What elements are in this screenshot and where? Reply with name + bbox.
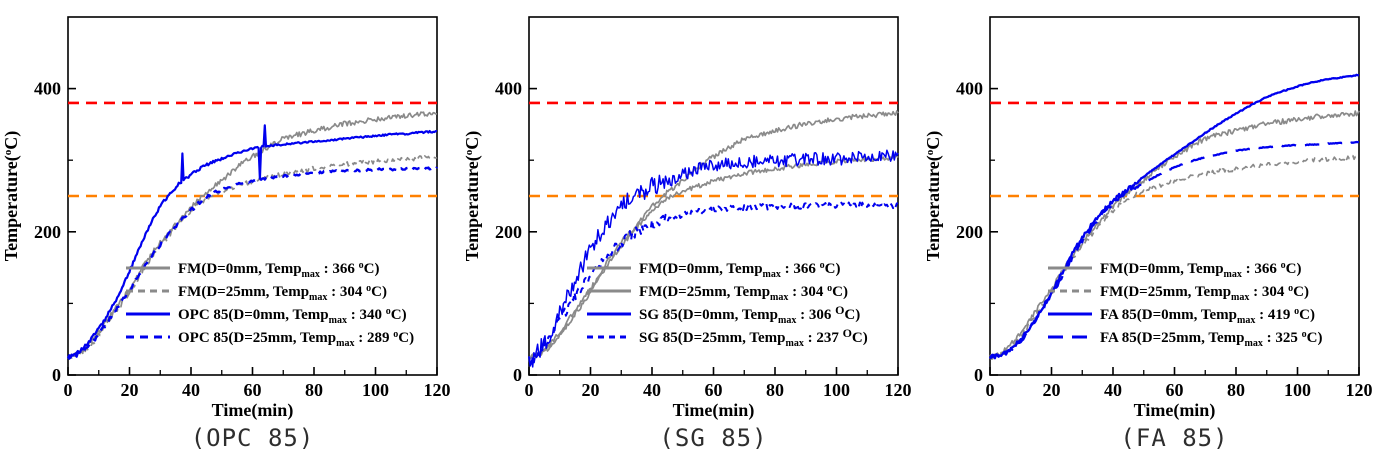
svg-text:400: 400 bbox=[34, 79, 61, 99]
svg-text:OPC 85(D=0mm, Tempmax : 340 oC: OPC 85(D=0mm, Tempmax : 340 oC) bbox=[178, 306, 407, 326]
svg-text:120: 120 bbox=[885, 380, 912, 400]
svg-text:20: 20 bbox=[582, 380, 600, 400]
svg-text:0: 0 bbox=[64, 380, 73, 400]
svg-text:80: 80 bbox=[766, 380, 784, 400]
svg-text:FM(D=0mm, Tempmax : 366 oC): FM(D=0mm, Tempmax : 366 oC) bbox=[639, 260, 840, 280]
panel-fa85: 0 200 400 0 20 40 60 80 100 120 Time(min) Temperatu… bbox=[922, 0, 1383, 468]
svg-text:200: 200 bbox=[956, 222, 983, 242]
svg-text:60: 60 bbox=[705, 380, 723, 400]
opc85-chart: 0 200 400 0 20 40 60 80 100 120 Time(min) Temperatu… bbox=[1, 16, 451, 421]
sg85-chart: 0 200 400 0 20 40 60 80 100 120 Time(min) Temperatu… bbox=[462, 16, 912, 421]
svg-text:Time(min): Time(min) bbox=[212, 400, 294, 421]
fa85-chart: 0 200 400 0 20 40 60 80 100 120 Time(min) Temperatu… bbox=[923, 16, 1373, 421]
svg-text:Time(min): Time(min) bbox=[1134, 400, 1216, 421]
svg-text:Temperature(oC): Temperature(oC) bbox=[462, 131, 483, 261]
svg-text:OPC 85(D=25mm, Tempmax : 289 o: OPC 85(D=25mm, Tempmax : 289 oC) bbox=[178, 329, 414, 349]
svg-text:0: 0 bbox=[986, 380, 995, 400]
svg-text:0: 0 bbox=[52, 365, 61, 385]
svg-text:SG 85(D=0mm, Tempmax : 306 OC): SG 85(D=0mm, Tempmax : 306 OC) bbox=[639, 303, 860, 326]
svg-text:20: 20 bbox=[121, 380, 139, 400]
svg-text:FA 85(D=25mm, Tempmax : 325 oC: FA 85(D=25mm, Tempmax : 325 oC) bbox=[1100, 329, 1322, 349]
panel-opc85: 0 200 400 0 20 40 60 80 100 120 Time(min) Temperatu… bbox=[0, 0, 461, 468]
svg-text:100: 100 bbox=[1284, 380, 1311, 400]
svg-text:40: 40 bbox=[1104, 380, 1122, 400]
svg-text:60: 60 bbox=[244, 380, 262, 400]
svg-text:FM(D=25mm, Tempmax : 304 oC): FM(D=25mm, Tempmax : 304 oC) bbox=[1100, 283, 1309, 303]
svg-text:FM(D=0mm, Tempmax : 366 oC): FM(D=0mm, Tempmax : 366 oC) bbox=[1100, 260, 1301, 280]
svg-text:80: 80 bbox=[305, 380, 323, 400]
svg-text:FM(D=25mm, Tempmax : 304 oC): FM(D=25mm, Tempmax : 304 oC) bbox=[178, 283, 387, 303]
svg-text:Temperature(oC): Temperature(oC) bbox=[1, 131, 22, 261]
svg-text:0: 0 bbox=[513, 365, 522, 385]
svg-text:SG 85(D=25mm, Tempmax : 237 OC: SG 85(D=25mm, Tempmax : 237 OC) bbox=[639, 326, 868, 349]
svg-text:Temperature(oC): Temperature(oC) bbox=[923, 131, 944, 261]
svg-text:0: 0 bbox=[974, 365, 983, 385]
svg-text:200: 200 bbox=[495, 222, 522, 242]
svg-text:200: 200 bbox=[34, 222, 61, 242]
svg-text:FA 85(D=0mm, Tempmax : 419 oC): FA 85(D=0mm, Tempmax : 419 oC) bbox=[1100, 306, 1315, 326]
svg-text:20: 20 bbox=[1043, 380, 1061, 400]
svg-text:0: 0 bbox=[525, 380, 534, 400]
svg-text:400: 400 bbox=[495, 79, 522, 99]
caption-fa85: (FA 85) bbox=[1120, 424, 1229, 452]
svg-text:40: 40 bbox=[643, 380, 661, 400]
svg-text:FM(D=0mm, Tempmax : 366 oC): FM(D=0mm, Tempmax : 366 oC) bbox=[178, 260, 379, 280]
svg-text:40: 40 bbox=[182, 380, 200, 400]
svg-text:80: 80 bbox=[1227, 380, 1245, 400]
svg-text:120: 120 bbox=[1346, 380, 1373, 400]
svg-text:100: 100 bbox=[823, 380, 850, 400]
svg-text:60: 60 bbox=[1166, 380, 1184, 400]
caption-opc85: (OPC 85) bbox=[190, 424, 315, 452]
svg-text:400: 400 bbox=[956, 79, 983, 99]
svg-text:Time(min): Time(min) bbox=[673, 400, 755, 421]
caption-sg85: (SG 85) bbox=[659, 424, 768, 452]
svg-text:FM(D=25mm, Tempmax : 304 oC): FM(D=25mm, Tempmax : 304 oC) bbox=[639, 283, 848, 303]
svg-text:120: 120 bbox=[424, 380, 451, 400]
svg-text:100: 100 bbox=[362, 380, 389, 400]
panel-sg85: 0 200 400 0 20 40 60 80 100 120 Time(min) Temperatu… bbox=[461, 0, 922, 468]
